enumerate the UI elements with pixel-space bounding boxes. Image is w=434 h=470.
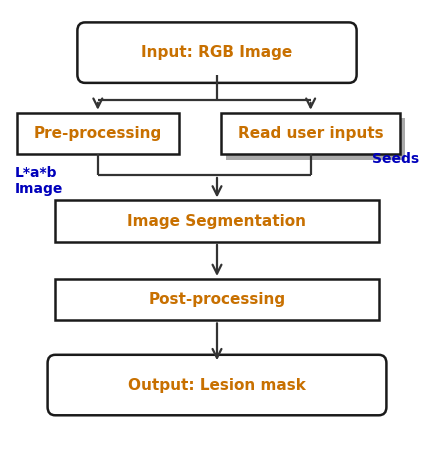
Text: Image Segmentation: Image Segmentation	[128, 214, 306, 228]
Text: Input: RGB Image: Input: RGB Image	[141, 45, 293, 60]
FancyBboxPatch shape	[55, 200, 379, 242]
FancyBboxPatch shape	[221, 113, 400, 154]
FancyBboxPatch shape	[55, 279, 379, 321]
Text: Read user inputs: Read user inputs	[238, 126, 384, 141]
Text: Output: Lesion mask: Output: Lesion mask	[128, 377, 306, 392]
FancyBboxPatch shape	[48, 355, 386, 415]
Text: L*a*b
Image: L*a*b Image	[15, 166, 63, 196]
FancyBboxPatch shape	[17, 113, 179, 154]
Text: Seeds: Seeds	[372, 152, 419, 166]
Text: Post-processing: Post-processing	[148, 292, 286, 307]
FancyBboxPatch shape	[77, 23, 357, 83]
Text: Pre-processing: Pre-processing	[34, 126, 162, 141]
FancyBboxPatch shape	[227, 118, 405, 160]
